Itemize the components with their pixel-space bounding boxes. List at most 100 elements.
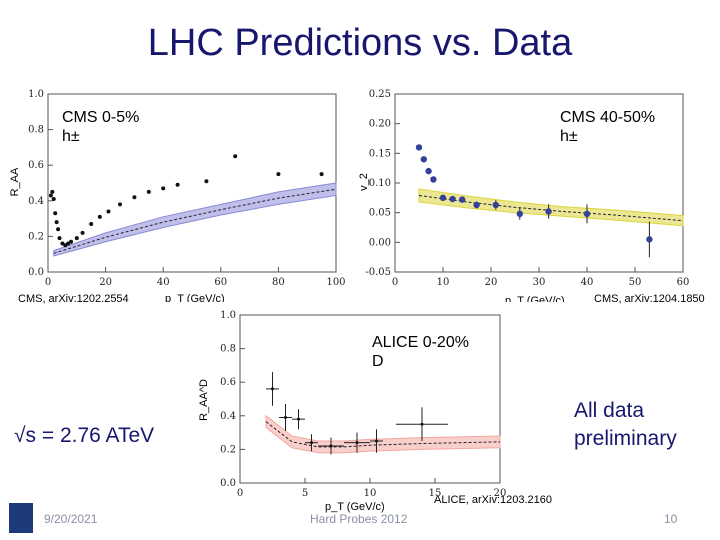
theory-band bbox=[53, 182, 337, 257]
data-point bbox=[56, 227, 61, 232]
data-point bbox=[583, 210, 591, 218]
y-tick-label: 0.10 bbox=[369, 178, 391, 189]
y-tick-label: 0.0 bbox=[28, 267, 44, 278]
y-tick-label: 0.25 bbox=[369, 89, 391, 100]
x-tick-label: 15 bbox=[429, 488, 442, 499]
cms-raa-reference: CMS, arXiv:1202.2554 bbox=[18, 293, 129, 305]
data-point bbox=[545, 208, 552, 215]
x-tick-label: 60 bbox=[677, 277, 690, 288]
x-tick-label: 60 bbox=[214, 277, 227, 288]
x-tick-label: 10 bbox=[364, 488, 377, 499]
preliminary-note: All data preliminary bbox=[574, 399, 677, 450]
x-tick-label: 0 bbox=[45, 277, 51, 288]
data-point bbox=[284, 415, 287, 419]
data-point bbox=[355, 441, 359, 445]
y-tick-label: 1.0 bbox=[220, 310, 236, 321]
cms-raa-chart: 0 20 40 60 80 100 0.0 0.2 0.4 0.6 0.8 1.0 p_T (GeV/c… bbox=[9, 89, 346, 302]
x-tick-label: 5 bbox=[302, 488, 308, 499]
data-point bbox=[430, 176, 437, 183]
y-tick-label: 0.2 bbox=[28, 231, 44, 242]
data-point bbox=[420, 156, 427, 163]
cms-v2-chart: 0 10 20 30 40 50 60 -0.05 0.00 0.05 0.10 0.15 0.20 0.… bbox=[358, 89, 690, 302]
y-axis-title: R_AA^D bbox=[198, 379, 210, 421]
data-point bbox=[492, 201, 499, 209]
data-point bbox=[80, 230, 85, 235]
data-point bbox=[276, 172, 281, 177]
data-point bbox=[60, 241, 65, 246]
data-point bbox=[48, 193, 53, 198]
y-tick-label: 0.4 bbox=[28, 196, 44, 207]
data-point bbox=[204, 179, 209, 184]
y-tick-label: 0.05 bbox=[369, 208, 391, 219]
y-tick-label: 0.20 bbox=[369, 119, 391, 130]
data-point bbox=[319, 172, 324, 177]
x-tick-label: 40 bbox=[157, 277, 170, 288]
data-point bbox=[69, 239, 74, 244]
data-point bbox=[118, 202, 122, 207]
slide-title: LHC Predictions vs. Data bbox=[147, 22, 573, 64]
y-tick-label: 0.0 bbox=[220, 478, 236, 489]
y-tick-label: 0.4 bbox=[220, 411, 236, 422]
footer-page-number: 10 bbox=[664, 512, 678, 526]
y-axis-title: R_AA bbox=[9, 167, 21, 196]
y-axis-title: v_2 bbox=[358, 173, 370, 191]
y-tick-label: 0.8 bbox=[28, 125, 44, 136]
theory-central-curve bbox=[53, 188, 337, 254]
y-tick-label: 1.0 bbox=[28, 89, 44, 100]
data-point bbox=[425, 167, 432, 175]
footer-venue: Hard Probes 2012 bbox=[310, 512, 408, 526]
x-axis-title: p_T (GeV/c) bbox=[165, 293, 225, 302]
x-tick-label: 40 bbox=[581, 277, 594, 288]
y-tick-label: 0.8 bbox=[220, 344, 236, 355]
y-tick-label: 0.6 bbox=[28, 160, 44, 171]
x-tick-label: 0 bbox=[237, 488, 243, 499]
data-point bbox=[375, 439, 378, 443]
data-point bbox=[233, 154, 238, 159]
data-point bbox=[271, 387, 274, 391]
energy-note: √s = 2.76 ATeV bbox=[14, 424, 155, 447]
x-tick-label: 80 bbox=[272, 277, 285, 288]
data-point bbox=[449, 195, 456, 203]
data-point bbox=[57, 236, 62, 241]
data-point bbox=[310, 441, 313, 445]
data-point bbox=[459, 196, 466, 203]
data-point bbox=[51, 197, 56, 202]
alice-raa-label: ALICE 0-20% D bbox=[372, 334, 469, 370]
x-axis-title: p_T (GeV/c) bbox=[505, 295, 565, 302]
y-tick-label: 0.6 bbox=[220, 377, 236, 388]
data-point bbox=[473, 201, 480, 209]
data-point bbox=[297, 417, 300, 421]
x-tick-label: 50 bbox=[629, 277, 642, 288]
data-point bbox=[175, 182, 180, 187]
data-point bbox=[54, 220, 59, 225]
data-point bbox=[516, 210, 523, 218]
x-tick-label: 30 bbox=[533, 277, 546, 288]
data-point bbox=[161, 186, 166, 191]
data-point bbox=[420, 422, 424, 426]
cms-v2-reference: CMS, arXiv:1204.1850 bbox=[594, 293, 705, 305]
data-point bbox=[329, 444, 333, 448]
data-point bbox=[106, 209, 111, 214]
footer-date: 9/20/2021 bbox=[44, 512, 98, 526]
y-tick-label: 0.00 bbox=[369, 237, 391, 248]
x-tick-label: 20 bbox=[99, 277, 112, 288]
data-point bbox=[132, 195, 137, 200]
alice-raa-chart: 0 5 10 15 20 0.0 0.2 0.4 0.6 0.8 1.0 p_T (GeV/c) R_A… bbox=[198, 310, 507, 513]
data-point bbox=[63, 243, 68, 248]
data-point bbox=[415, 144, 423, 151]
y-tick-label: 0.2 bbox=[220, 444, 236, 455]
theory-central-curve bbox=[418, 194, 684, 222]
data-point bbox=[89, 221, 94, 226]
x-tick-label: 100 bbox=[326, 277, 345, 288]
x-tick-label: 0 bbox=[392, 277, 398, 288]
x-tick-label: 20 bbox=[494, 488, 507, 499]
y-tick-label: -0.05 bbox=[365, 267, 391, 278]
y-tick-label: 0.15 bbox=[369, 148, 391, 159]
university-crest-icon bbox=[9, 503, 33, 533]
data-point bbox=[646, 236, 653, 243]
alice-raa-reference: ALICE, arXiv:1203.2160 bbox=[434, 494, 553, 506]
data-point bbox=[439, 194, 447, 202]
data-point bbox=[97, 214, 102, 219]
theory-band bbox=[265, 414, 501, 454]
cms-raa-label: CMS 0-5% h± bbox=[62, 109, 140, 145]
